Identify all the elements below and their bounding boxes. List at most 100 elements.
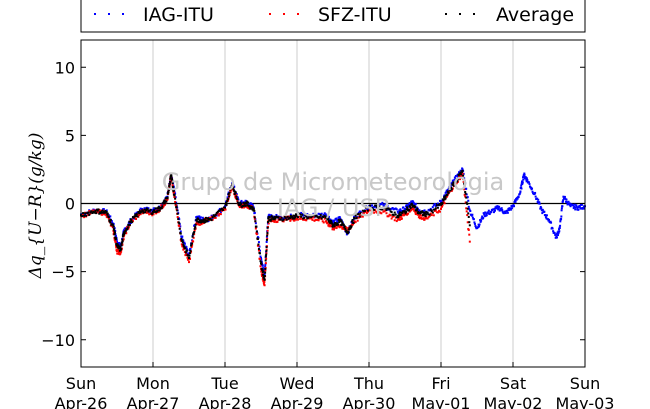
data-point (106, 216, 109, 219)
data-point (414, 213, 417, 216)
data-point (89, 210, 92, 213)
data-point (327, 220, 330, 223)
data-point (187, 258, 190, 261)
data-point (377, 211, 380, 214)
data-point (507, 207, 510, 210)
data-point (318, 217, 321, 220)
data-point (147, 207, 150, 210)
data-point (383, 210, 386, 213)
data-point (404, 208, 407, 211)
data-point (245, 203, 248, 206)
data-point (569, 205, 572, 208)
data-point (231, 184, 234, 187)
data-point (463, 184, 466, 187)
data-point (296, 217, 298, 220)
data-point (385, 204, 388, 207)
data-point (180, 235, 183, 238)
x-tick-day-label: Fri (431, 374, 450, 393)
data-point (88, 213, 91, 216)
data-point (204, 216, 207, 219)
data-point (381, 201, 384, 204)
data-point (178, 227, 181, 230)
data-point (520, 184, 523, 187)
data-point (116, 240, 118, 243)
data-point (131, 221, 134, 224)
data-point (433, 203, 436, 206)
data-point (232, 188, 235, 191)
data-point (339, 218, 342, 221)
data-point (444, 197, 447, 200)
data-point (582, 205, 585, 208)
data-point (193, 227, 196, 230)
data-point (128, 220, 131, 223)
data-point (253, 217, 256, 220)
data-point (157, 208, 160, 211)
data-point (459, 178, 462, 181)
data-point (180, 237, 183, 240)
data-point (114, 237, 117, 240)
data-point (423, 209, 426, 212)
data-point (253, 216, 256, 219)
data-point (283, 215, 286, 218)
data-point (307, 216, 310, 219)
data-point (258, 245, 261, 248)
data-point (265, 252, 268, 255)
data-point (379, 211, 382, 214)
data-point (365, 205, 368, 208)
data-point (93, 211, 96, 214)
data-point (268, 216, 271, 219)
data-point (487, 209, 490, 212)
data-point (153, 207, 156, 210)
data-point (298, 215, 301, 218)
data-point (85, 214, 88, 217)
data-point (210, 219, 213, 222)
data-point (214, 216, 217, 219)
data-point (338, 217, 341, 220)
data-point (168, 182, 171, 185)
data-point (195, 219, 198, 222)
data-point (253, 209, 256, 212)
data-point (347, 227, 350, 230)
data-point (259, 260, 262, 263)
data-point (331, 225, 334, 228)
data-point (444, 195, 447, 198)
data-point (410, 209, 413, 212)
data-point (478, 223, 481, 226)
data-point (415, 209, 418, 212)
data-point (462, 178, 465, 181)
data-point (247, 203, 250, 206)
data-point (162, 205, 165, 208)
data-point (153, 209, 156, 212)
data-point (99, 212, 102, 215)
data-point (536, 201, 539, 204)
data-point (293, 219, 296, 222)
data-point (264, 255, 267, 258)
data-point (264, 266, 267, 269)
data-point (441, 204, 444, 207)
data-point (312, 213, 315, 216)
data-point (568, 202, 571, 205)
data-point (251, 204, 254, 207)
data-point (245, 200, 248, 203)
data-point (463, 182, 466, 185)
data-point (101, 209, 104, 212)
data-point (92, 210, 95, 213)
data-point (87, 214, 90, 217)
data-point (138, 212, 141, 215)
data-point (142, 211, 145, 214)
data-point (180, 243, 183, 246)
data-point (264, 263, 267, 266)
data-point (247, 201, 250, 204)
data-point (526, 179, 529, 182)
data-point (406, 204, 409, 207)
data-point (248, 205, 251, 208)
legend-label: IAG-ITU (143, 4, 214, 26)
data-point (189, 247, 192, 250)
data-point (395, 220, 398, 223)
data-point (264, 269, 267, 272)
data-point (425, 217, 428, 220)
data-point (329, 222, 332, 225)
data-point (458, 173, 460, 176)
data-point (295, 218, 298, 221)
data-point (327, 217, 330, 220)
